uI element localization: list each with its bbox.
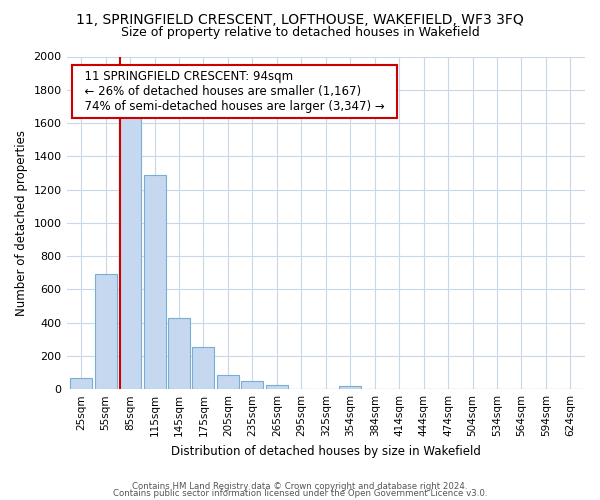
Text: 11, SPRINGFIELD CRESCENT, LOFTHOUSE, WAKEFIELD, WF3 3FQ: 11, SPRINGFIELD CRESCENT, LOFTHOUSE, WAK…	[76, 12, 524, 26]
Bar	[119, 116, 141, 389]
Bar	[217, 374, 239, 389]
X-axis label: Distribution of detached houses by size in Wakefield: Distribution of detached houses by size …	[171, 444, 481, 458]
Y-axis label: Number of detached properties: Number of detached properties	[15, 130, 28, 316]
Bar	[168, 318, 190, 389]
Bar	[266, 384, 288, 389]
Text: Size of property relative to detached houses in Wakefield: Size of property relative to detached ho…	[121, 26, 479, 39]
Text: Contains public sector information licensed under the Open Government Licence v3: Contains public sector information licen…	[113, 490, 487, 498]
Bar	[339, 386, 361, 389]
Bar	[95, 274, 116, 389]
Bar	[70, 378, 92, 389]
Bar	[193, 347, 214, 389]
Text: 11 SPRINGFIELD CRESCENT: 94sqm  
  ← 26% of detached houses are smaller (1,167) : 11 SPRINGFIELD CRESCENT: 94sqm ← 26% of …	[77, 70, 392, 113]
Text: Contains HM Land Registry data © Crown copyright and database right 2024.: Contains HM Land Registry data © Crown c…	[132, 482, 468, 491]
Bar	[143, 176, 166, 389]
Bar	[241, 380, 263, 389]
